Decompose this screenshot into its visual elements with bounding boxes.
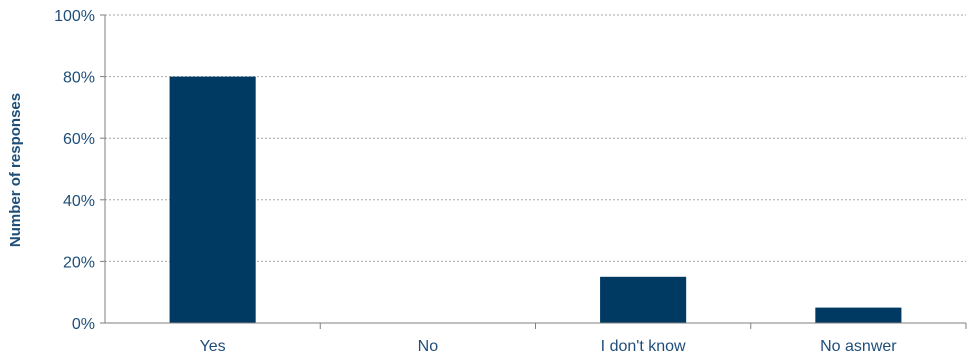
- y-tick-label: 100%: [54, 8, 95, 25]
- y-tick-label: 40%: [63, 193, 95, 210]
- y-axis-ticks: 0% 20% 40% 60% 80% 100%: [54, 8, 105, 333]
- bars: [169, 76, 902, 323]
- y-tick-label: 60%: [63, 131, 95, 148]
- y-axis-title: Number of responses: [7, 93, 24, 247]
- x-tick-label: No: [418, 338, 439, 355]
- bar-no-asnwer: [815, 307, 902, 323]
- gridlines: [105, 14, 966, 262]
- x-axis: Yes No I don't know No asnwer: [105, 322, 967, 355]
- x-tick-label: I don't know: [601, 338, 686, 355]
- bar-yes: [169, 76, 256, 323]
- y-tick-label: 20%: [63, 254, 95, 271]
- bar-i-don-t-know: [600, 276, 687, 323]
- y-tick-label: 80%: [63, 70, 95, 87]
- x-tick-label: No asnwer: [820, 338, 897, 355]
- y-tick-label: 0%: [72, 316, 95, 333]
- x-tick-label: Yes: [200, 338, 226, 355]
